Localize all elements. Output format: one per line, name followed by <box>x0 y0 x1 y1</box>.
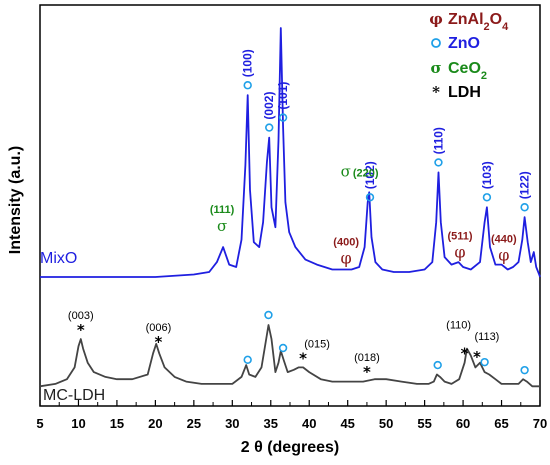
ldh-peak-label: (003) <box>68 310 94 322</box>
znal2o4-peak-label: (400) <box>333 237 359 249</box>
x-tick-label-25: 25 <box>187 416 201 431</box>
znal2o4-peak-label: (511) <box>447 231 472 243</box>
zno-ldh-marker <box>520 365 529 375</box>
zno-peak-label: (103) <box>480 161 494 189</box>
legend-symbol: * <box>432 83 440 101</box>
zno-ldh-marker <box>480 357 489 367</box>
ldh-marker: * <box>363 363 371 381</box>
zno-marker-101 <box>278 113 288 122</box>
x-tick-label-15: 15 <box>110 416 124 431</box>
legend-label: CeO2 <box>448 60 487 82</box>
x-axis-ticks: 5 10 15 20 25 30 35 40 45 50 55 60 65 70 <box>36 400 547 431</box>
x-tick-label-30: 30 <box>225 416 239 431</box>
zno-marker-110 <box>434 158 443 167</box>
znal2o4-marker: φ <box>454 243 465 262</box>
zno-marker-100 <box>243 81 252 90</box>
ceo2-marker: σ <box>217 217 227 235</box>
annotation-layer: (100) (002) (101) (102) (110) (103) (122) (111)… <box>68 49 532 381</box>
x-tick-label-10: 10 <box>71 416 85 431</box>
series-label-mixo: MixO <box>40 250 77 267</box>
zno-peak-label: (002) <box>262 92 276 120</box>
znal2o4-marker: φ <box>498 245 509 264</box>
ceo2-peak-label: (220) <box>353 167 379 179</box>
legend-label: ZnO <box>448 35 480 52</box>
legend-label: ZnAl2O4 <box>448 11 509 33</box>
x-tick-label-70: 70 <box>533 416 547 431</box>
series-line-mixo <box>40 27 541 278</box>
series-line-mc-ldh <box>39 324 540 388</box>
x-axis-title: 2 θ (degrees) <box>241 439 339 456</box>
zno-peak-label: (102) <box>363 161 377 189</box>
zno-ldh-marker <box>278 343 288 353</box>
zno-peak-label: (110) <box>431 127 445 154</box>
x-tick-label-5: 5 <box>36 416 43 431</box>
x-tick-label-50: 50 <box>379 416 393 431</box>
series-label-mc-ldh: MC-LDH <box>43 387 105 404</box>
x-tick-label-40: 40 <box>302 416 316 431</box>
legend: φ ZnAl2O4 ZnO σ CeO2 * LDH <box>429 10 509 101</box>
x-tick-label-65: 65 <box>494 416 508 431</box>
legend-symbol: φ <box>429 10 443 28</box>
ldh-peak-label: (006) <box>146 322 172 334</box>
ldh-marker: * <box>77 321 85 339</box>
znal2o4-marker: φ <box>341 249 352 268</box>
zno-ldh-marker <box>433 360 442 370</box>
legend-symbol-zno <box>431 38 441 48</box>
zno-peak-label: (101) <box>276 82 290 110</box>
ceo2-peak-label: (111) <box>210 204 235 216</box>
ldh-marker: * <box>473 348 481 366</box>
legend-symbol: σ <box>430 59 441 77</box>
series-layer <box>39 27 541 388</box>
ldh-marker: * <box>155 333 163 351</box>
znal2o4-peak-label: (440) <box>491 233 517 245</box>
x-tick-label-55: 55 <box>417 416 431 431</box>
ldh-marker: * <box>299 349 307 367</box>
zno-peak-label: (100) <box>241 49 255 77</box>
x-tick-label-35: 35 <box>264 416 278 431</box>
x-tick-label-60: 60 <box>456 416 470 431</box>
x-tick-label-20: 20 <box>148 416 162 431</box>
zno-marker-103 <box>482 193 492 202</box>
zno-ldh-marker <box>243 355 252 364</box>
legend-label: LDH <box>448 84 481 101</box>
y-axis-title: Intensity (a.u.) <box>7 146 24 254</box>
ldh-peak-label: (113) <box>474 331 499 343</box>
ceo2-marker: σ <box>341 162 351 180</box>
zno-ldh-marker <box>264 310 273 320</box>
zno-marker-122 <box>520 203 529 212</box>
x-tick-label-45: 45 <box>340 416 354 431</box>
ldh-peak-label: (018) <box>354 352 380 364</box>
zno-marker-102 <box>365 193 375 202</box>
ldh-marker: * <box>461 345 469 363</box>
zno-marker-002 <box>265 123 274 132</box>
zno-peak-label: (122) <box>518 171 532 199</box>
ldh-peak-label: (015) <box>304 338 330 350</box>
ldh-peak-label: (110) <box>446 320 471 332</box>
